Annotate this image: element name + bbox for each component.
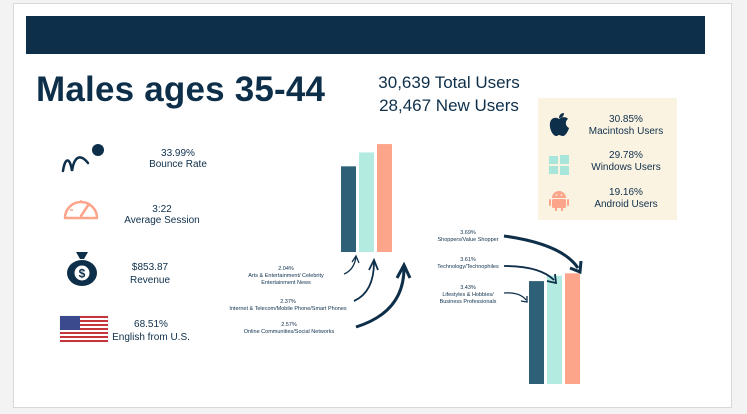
svg-text:$: $ bbox=[79, 267, 86, 281]
average-session-value: 3:22 bbox=[152, 204, 172, 215]
affinity-chart-left bbox=[341, 144, 412, 329]
left-category-2: 2.37% Internet & Telecom/Mobile Phone/Sm… bbox=[229, 299, 347, 312]
mac-users-label: Macintosh Users bbox=[588, 126, 664, 137]
right-category-1: 3.69% Shoppers/Value Shopper bbox=[437, 230, 499, 243]
right-category-2: 3.61% Technology/Technophiles bbox=[437, 257, 499, 270]
left-category-3: 2.57% Online Communities/Social Networks bbox=[243, 322, 335, 335]
us-flag-icon bbox=[59, 315, 109, 343]
bounce-icon bbox=[61, 144, 104, 173]
affinity-chart-right bbox=[503, 234, 583, 384]
bounce-rate-value: 33.99% bbox=[161, 148, 195, 159]
android-users-label: Android Users bbox=[594, 199, 658, 210]
windows-users-value: 29.78% bbox=[609, 150, 643, 161]
revenue-value: $853.87 bbox=[131, 262, 169, 273]
right-bar-1 bbox=[529, 281, 544, 384]
os-panel: 30.85% Macintosh Users 29.78% Windows Us… bbox=[538, 98, 677, 220]
bounce-rate-label: Bounce Rate bbox=[149, 159, 207, 170]
apple-icon bbox=[549, 113, 569, 136]
arrow-2 bbox=[353, 261, 375, 302]
arrow-4 bbox=[503, 234, 580, 269]
revenue-label: Revenue bbox=[129, 275, 171, 286]
left-bar-3 bbox=[377, 144, 392, 252]
english-us-label: English from U.S. bbox=[112, 332, 190, 343]
left-category-1: 2.04% Arts & Entertainment/ Celebrity En… bbox=[248, 266, 324, 286]
right-category-3: 3.43% Lifestyles & Hobbies/ Business Pro… bbox=[439, 285, 497, 305]
arrow-5 bbox=[503, 265, 555, 281]
money-bag-icon: $ bbox=[67, 252, 97, 286]
gauge-icon bbox=[63, 200, 99, 220]
new-users: 28,467 New Users bbox=[379, 96, 519, 115]
total-users: 30,639 Total Users bbox=[378, 73, 520, 92]
arrow-3 bbox=[355, 267, 406, 329]
mac-users-value: 30.85% bbox=[609, 114, 643, 125]
android-icon bbox=[549, 191, 569, 211]
page-title: Males ages 35-44 bbox=[36, 70, 326, 109]
windows-users-label: Windows Users bbox=[591, 162, 661, 173]
average-session-label: Average Session bbox=[124, 215, 200, 226]
arrow-1 bbox=[343, 256, 357, 275]
android-users-value: 19.16% bbox=[609, 187, 643, 198]
english-us-value: 68.51% bbox=[134, 319, 168, 330]
left-bar-1 bbox=[341, 166, 356, 252]
arrow-6 bbox=[503, 292, 527, 301]
right-bar-3 bbox=[565, 273, 580, 384]
windows-icon bbox=[549, 155, 569, 175]
header-banner bbox=[26, 16, 705, 54]
right-bar-2 bbox=[547, 275, 562, 384]
slide: Males ages 35-44 30,639 Total Users 28,4… bbox=[13, 3, 732, 408]
left-bar-2 bbox=[359, 152, 374, 252]
